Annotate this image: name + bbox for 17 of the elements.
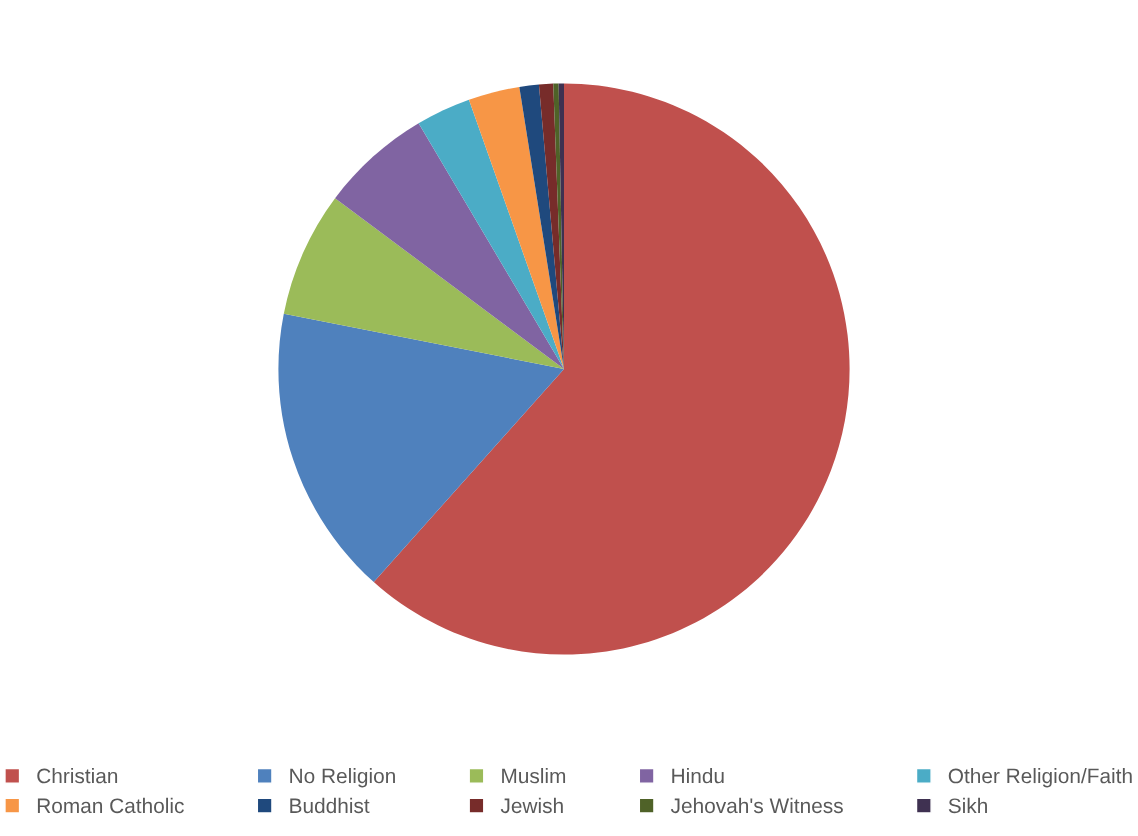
legend-label: No Religion <box>290 767 395 788</box>
pie-slice <box>283 198 564 369</box>
legend-label: Other Religion/Faith <box>948 767 1132 788</box>
legend-label: Christian <box>37 767 118 784</box>
legend-label: Jehovah's Witness <box>670 797 843 814</box>
pie-slice <box>278 313 564 583</box>
legend-label: Muslim <box>502 767 566 784</box>
pie-slice <box>373 83 850 655</box>
pie-slice <box>468 86 564 369</box>
legend-label: Sikh <box>948 797 987 814</box>
legend-label: Buddhist <box>290 797 370 814</box>
legend-label: Jewish <box>500 797 563 814</box>
legend-label: Roman Catholic <box>37 797 184 814</box>
pie-slice <box>335 123 564 369</box>
pie-slice <box>519 84 564 369</box>
legend-label: Hindu <box>672 767 724 784</box>
pie-slice <box>418 99 564 369</box>
